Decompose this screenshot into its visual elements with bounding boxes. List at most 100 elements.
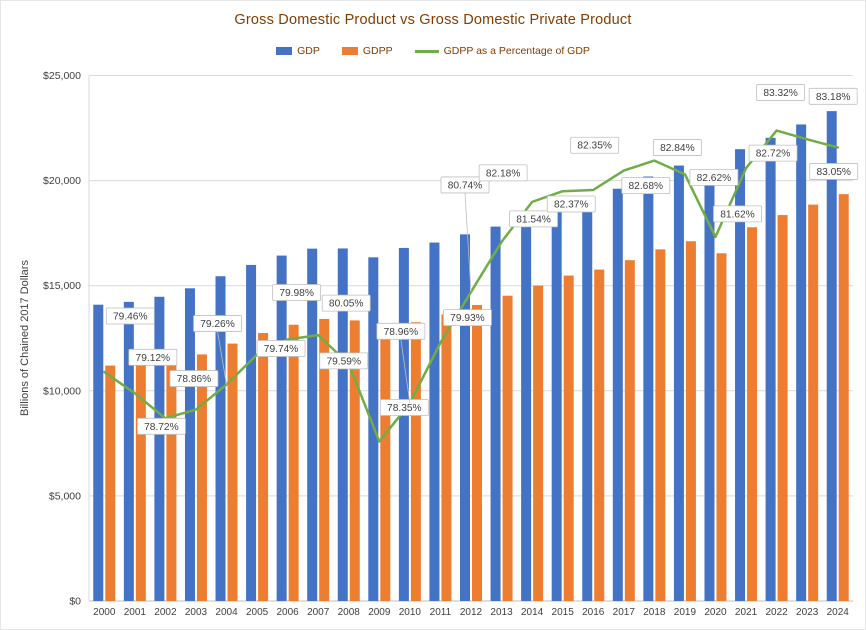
gdpp-bar	[166, 361, 177, 601]
gdpp-swatch-icon	[341, 47, 358, 55]
pct-data-label: 81.62%	[720, 209, 755, 220]
gdp-bar	[735, 149, 746, 601]
pct-data-label-box	[808, 87, 858, 105]
gdpp-bar	[624, 260, 635, 601]
pct-data-label: 78.96%	[384, 327, 419, 338]
pct-data-label: 83.18%	[816, 92, 851, 103]
pct-data-label: 82.84%	[660, 143, 695, 154]
pct-data-label: 82.18%	[486, 168, 521, 179]
gdpp-bar	[777, 215, 788, 601]
gdp-bar	[93, 304, 104, 601]
pct-data-label: 82.37%	[554, 199, 589, 210]
gdp-bar	[612, 188, 623, 602]
y-tick-label: $20,000	[43, 175, 81, 187]
x-tick-label: 2001	[124, 607, 147, 618]
pct-data-label-box	[128, 348, 178, 366]
x-tick-label: 2014	[521, 607, 544, 618]
pct-data-label-box	[376, 322, 426, 340]
pct-data-label: 83.32%	[763, 88, 798, 99]
gdpp-bar	[288, 324, 299, 601]
gdpp-bar	[410, 322, 421, 601]
pct-data-label: 79.93%	[450, 313, 485, 324]
pct-data-label-box	[748, 144, 798, 162]
pct-data-label: 79.74%	[264, 344, 299, 355]
x-tick-label: 2006	[277, 607, 300, 618]
y-tick-label: $5,000	[49, 490, 81, 502]
legend-label-pct: GDPP as a Percentage of GDP	[443, 45, 590, 57]
legend-item-gdpp: GDPP	[341, 45, 393, 57]
pct-data-label-box	[379, 399, 429, 416]
gdp-bar	[673, 165, 684, 601]
pct-data-label-box	[440, 176, 490, 194]
y-tick-label: $15,000	[43, 280, 81, 292]
gdp-bar	[460, 234, 470, 601]
legend-label-gdpp: GDPP	[362, 45, 393, 57]
pct-data-label: 79.59%	[326, 356, 361, 367]
gdpp-bar	[533, 285, 544, 601]
pct-data-label: 82.62%	[697, 173, 732, 184]
pct-data-label-box	[136, 417, 186, 435]
pct-data-label: 80.05%	[329, 299, 364, 310]
pct-data-label-box	[713, 205, 762, 223]
pct-data-label: 82.72%	[756, 149, 791, 160]
gdpp-bar	[472, 304, 482, 601]
gdp-bar	[765, 137, 776, 602]
gdp-bar	[307, 248, 318, 602]
label-leader-line	[217, 331, 227, 385]
gdp-bar	[521, 217, 532, 602]
pct-data-label-box	[756, 84, 805, 101]
gdp-swatch-icon	[276, 47, 293, 55]
y-axis-title: Billions of Chained 2017 Dollars	[19, 260, 31, 416]
gdpp-bar	[685, 241, 696, 601]
gdpp-bar	[105, 365, 116, 601]
label-leader-line	[464, 192, 472, 292]
pct-data-label: 79.46%	[113, 312, 148, 323]
x-tick-label: 2013	[490, 607, 513, 618]
x-tick-label: 2003	[185, 607, 208, 618]
x-tick-label: 2021	[735, 607, 758, 618]
x-tick-label: 2012	[460, 607, 483, 618]
chart-title: Gross Domestic Product vs Gross Domestic…	[234, 12, 632, 28]
x-tick-label: 2009	[368, 607, 391, 618]
gdp-bar	[490, 226, 501, 601]
x-tick-label: 2022	[765, 607, 788, 618]
gdpp-bar	[258, 333, 269, 601]
gdp-bar	[398, 247, 409, 601]
label-leader-line	[400, 339, 411, 404]
gdp-bar	[826, 111, 837, 601]
pct-data-label-box	[321, 294, 371, 312]
gdpp-bar	[502, 295, 513, 601]
gdpp-bar	[319, 318, 330, 601]
gdp-bar	[337, 248, 348, 601]
pct-data-label-box	[443, 309, 492, 327]
gdp-bar	[123, 301, 134, 601]
pct-data-label-box	[509, 210, 558, 228]
x-tick-label: 2024	[827, 607, 850, 618]
x-tick-label: 2020	[704, 607, 727, 618]
pct-data-label-box	[546, 195, 596, 213]
pct-data-label: 78.72%	[144, 422, 179, 433]
pct-data-label: 79.12%	[136, 353, 171, 364]
gdpp-bar	[594, 269, 605, 601]
chart-legend: GDP GDPP GDPP as a Percentage of GDP	[1, 45, 865, 57]
pct-data-label-box	[319, 352, 369, 370]
gdpp-bar	[349, 320, 360, 601]
gdp-bar	[246, 264, 257, 601]
gdpp-bar	[716, 253, 727, 601]
pct-data-label: 83.05%	[816, 167, 851, 178]
legend-item-gdp: GDP	[276, 45, 320, 57]
pct-data-label-box	[689, 168, 739, 186]
x-tick-label: 2023	[796, 607, 819, 618]
pct-data-label: 80.74%	[448, 180, 483, 191]
gdp-bar	[184, 288, 195, 601]
pct-data-label: 78.86%	[177, 374, 212, 385]
x-tick-label: 2004	[215, 607, 238, 618]
gdpp-bar	[808, 204, 819, 601]
y-tick-label: $25,000	[43, 70, 81, 82]
pct-data-label-box	[256, 340, 306, 357]
pct-data-label: 78.35%	[387, 403, 422, 414]
y-tick-label: $10,000	[43, 385, 81, 397]
x-tick-label: 2007	[307, 607, 330, 618]
gdp-bar	[429, 242, 440, 601]
